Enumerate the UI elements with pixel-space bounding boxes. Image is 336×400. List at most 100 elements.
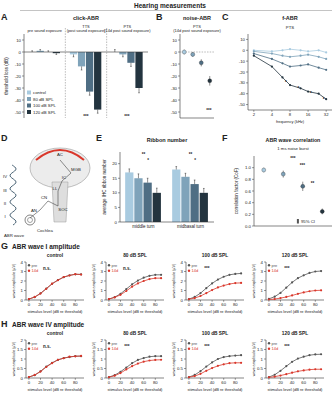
marker (289, 65, 291, 67)
cochlea-inner (28, 218, 33, 223)
y-axis-label: wave amplitude (µV) (92, 263, 96, 298)
y-tick (252, 179, 254, 180)
marker (297, 370, 299, 372)
y-tick (252, 191, 254, 192)
y-tick-label: -40 (15, 98, 22, 103)
marker (28, 376, 30, 378)
y-tick (184, 271, 186, 272)
marker (114, 375, 116, 377)
x-tick-label: 40 (210, 380, 215, 385)
y-tick (104, 290, 106, 291)
error-bar (114, 50, 115, 52)
error-cap (97, 113, 99, 114)
marker (228, 274, 230, 276)
error-cap (185, 173, 187, 174)
marker (68, 274, 70, 276)
error-cap (81, 70, 83, 71)
bar (94, 52, 101, 110)
x-tick-label: 40 (290, 302, 295, 307)
y-axis-label: correlation factor (CoF) (234, 167, 239, 214)
y-tick-label: -10 (15, 62, 22, 67)
y-axis-label: threshold loss (dB) (4, 57, 9, 95)
annotation: n.s. (123, 266, 131, 271)
y-tick-label: 0 (115, 220, 118, 225)
x-axis (254, 226, 332, 227)
y-axis-label: wave amplitude (µV) (92, 341, 96, 376)
y-tick (264, 290, 266, 291)
bar (134, 178, 142, 222)
marker (114, 296, 116, 298)
chart-title: 80 dB SPL (123, 253, 147, 258)
y-tick-label: 1.5 (97, 347, 104, 352)
y-tick-label: -40 (171, 98, 178, 103)
x-tick-label: 80 (73, 302, 78, 307)
y-tick (22, 64, 24, 65)
marker (320, 270, 322, 272)
section-title: Hearing measurements (134, 2, 206, 10)
bar (144, 183, 152, 222)
marker (160, 355, 162, 357)
category-label: middle turn (132, 224, 155, 229)
section-title: ABR wave IV amplitude (12, 321, 85, 329)
y-tick-label: -20 (15, 74, 22, 79)
annotation: ** (142, 152, 146, 157)
marker (217, 286, 219, 288)
y-tick-label: 0 (21, 376, 24, 381)
x-axis (180, 118, 214, 119)
annotation: n.s. (43, 266, 51, 271)
y-tick-label: 1 (261, 288, 264, 293)
marker (279, 292, 281, 294)
y-tick-label: -30 (171, 86, 178, 91)
series-line (109, 275, 161, 299)
series-line (269, 271, 321, 299)
bar (70, 52, 77, 54)
error-bar (147, 178, 148, 182)
x-tick-label: 20 (278, 302, 283, 307)
y-tick-label: 1 (261, 357, 264, 362)
legend-swatch (268, 342, 270, 344)
y-tick (104, 349, 106, 350)
marker (114, 374, 116, 376)
point (320, 209, 324, 213)
y-tick (24, 368, 26, 369)
x-tick-label: 40 (130, 380, 135, 385)
lines (268, 353, 322, 378)
marker (143, 280, 145, 282)
legend-swatch (268, 270, 270, 272)
chart-title: ABR wave correlation (266, 137, 321, 143)
bar (172, 170, 180, 223)
x-tick-label: 60 (301, 380, 306, 385)
y-tick (184, 359, 186, 360)
chart-title: 120 dB SPL (282, 331, 308, 336)
marker (303, 291, 305, 293)
series-line (189, 355, 241, 377)
y-tick-label: -50 (15, 110, 22, 115)
bars (31, 50, 142, 114)
marker (291, 361, 293, 363)
y-tick-label: 1.5 (17, 347, 24, 352)
lines (28, 355, 82, 378)
y-tick (24, 300, 26, 301)
marker (223, 363, 225, 365)
annotation: * (323, 97, 325, 102)
y-tick (24, 359, 26, 360)
annotation: * (147, 158, 149, 163)
error-bar (156, 188, 157, 193)
error-cap (130, 66, 132, 67)
subtitle: PTS (286, 25, 294, 30)
marker (74, 355, 76, 357)
y-tick-label: 10 (172, 38, 177, 43)
legend-label: 14d (192, 268, 199, 273)
marker (289, 48, 291, 50)
marker (39, 292, 41, 294)
marker (318, 56, 320, 58)
legend-label: pre (32, 263, 39, 268)
marker (299, 55, 301, 57)
marker (63, 357, 65, 359)
panel-letter: D (1, 133, 8, 143)
y-tick-label: 2 (181, 279, 184, 284)
y-tick-label: 0.5 (177, 366, 184, 371)
x-tick-label: 16 (306, 112, 311, 117)
series-line (109, 360, 161, 377)
marker (108, 376, 110, 378)
